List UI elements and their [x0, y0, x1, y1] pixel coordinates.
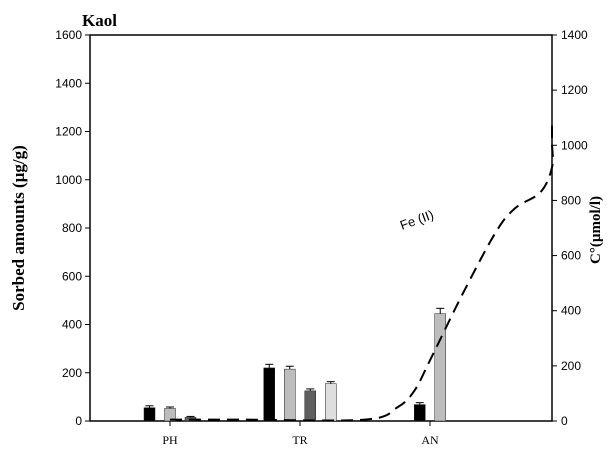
y-left-tick-label: 1200: [55, 125, 82, 139]
y-right-tick-label: 1000: [561, 138, 588, 152]
y-axis-left-label: Sorbed amounts (µg/g): [9, 145, 28, 311]
y-right-tick-label: 1200: [561, 83, 588, 97]
line-label: Fe (II): [398, 207, 436, 233]
y-left-tick-label: 1600: [55, 28, 82, 42]
bar: [263, 367, 275, 422]
y-left-tick-label: 600: [62, 269, 82, 283]
x-tick-label: TR: [292, 433, 307, 447]
fe-line: [170, 120, 554, 422]
y-axis-left: 0 200 400 600 800 1000 1200 1400 1600: [55, 28, 90, 428]
fe-line-series: [170, 120, 554, 422]
bar: [414, 404, 426, 422]
y-left-tick-label: 1400: [55, 76, 82, 90]
y-right-tick-label: 200: [561, 359, 581, 373]
y-right-tick-label: 800: [561, 193, 581, 207]
y-left-tick-label: 200: [62, 366, 82, 380]
y-left-tick-label: 1000: [55, 173, 82, 187]
y-axis-right: 0 200 400 600 800 1000 1200 1400: [552, 28, 588, 428]
x-tick-label: AN: [421, 433, 439, 447]
bar: [434, 313, 446, 422]
x-axis: PH TR AN: [162, 421, 439, 447]
y-right-tick-label: 400: [561, 304, 581, 318]
y-right-tick-label: 0: [561, 414, 568, 428]
chart-title: Kaol: [82, 11, 117, 30]
y-axis-right-label: C°(µmol/l): [588, 196, 604, 264]
y-left-tick-label: 800: [62, 221, 82, 235]
bar: [284, 368, 296, 422]
y-left-tick-label: 400: [62, 318, 82, 332]
x-tick-label: PH: [162, 433, 178, 447]
bar-series: [143, 307, 446, 422]
bar: [143, 407, 156, 422]
plot-frame: [89, 34, 553, 422]
y-left-tick-label: 0: [75, 414, 82, 428]
bar: [304, 390, 316, 422]
y-right-tick-label: 1400: [561, 28, 588, 42]
y-right-tick-label: 600: [561, 249, 581, 263]
bar: [325, 383, 337, 422]
